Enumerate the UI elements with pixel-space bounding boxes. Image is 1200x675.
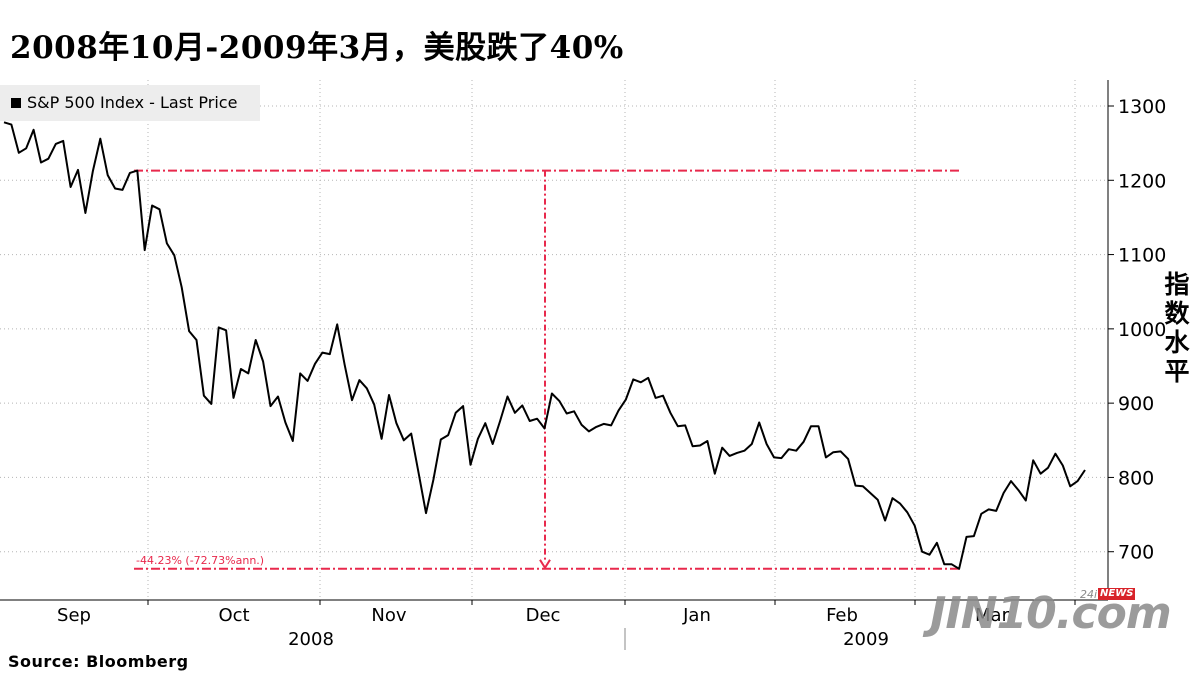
- x-month-label: Nov: [371, 605, 406, 626]
- source-note: Source: Bloomberg: [8, 652, 189, 671]
- legend: S&P 500 Index - Last Price: [0, 85, 260, 121]
- jin10-watermark-logo: JIN10.com 24i NEWS: [930, 588, 1172, 639]
- x-month-label: Oct: [218, 605, 249, 626]
- y-tick-label: 1100: [1118, 245, 1166, 267]
- change-annotation-label: -44.23% (-72.73%ann.): [136, 554, 264, 567]
- y-axis-labels: 700 800 900 1000 1100 1200 1300: [1118, 96, 1166, 564]
- y-axis-title-char: 指: [1164, 270, 1190, 299]
- x-month-label: Mar: [975, 605, 1010, 626]
- watermark-news-badge: NEWS: [1098, 588, 1136, 600]
- y-tick-label: 1000: [1118, 319, 1166, 341]
- series-layer: [3, 121, 1086, 570]
- annotations: -44.23% (-72.73%ann.): [134, 169, 960, 570]
- drop-arrow-head: [539, 559, 551, 570]
- legend-swatch: [11, 98, 21, 108]
- series-line-sp500: [3, 121, 1086, 570]
- y-axis-title-char: 水: [1164, 328, 1190, 357]
- y-tick-label: 700: [1118, 542, 1154, 564]
- y-tick-label: 1200: [1118, 170, 1166, 192]
- y-tick-label: 800: [1118, 467, 1154, 489]
- watermark-24: 24i: [1080, 588, 1098, 601]
- y-tick-label: 900: [1118, 393, 1154, 415]
- chart-title: 2008年10月-2009年3月，美股跌了40%: [10, 30, 624, 66]
- x-month-label: Jan: [682, 605, 711, 626]
- y-tick-label: 1300: [1118, 96, 1166, 118]
- y-axis-title: 指数水平: [1162, 270, 1192, 386]
- y-axis-title-char: 数: [1164, 299, 1190, 328]
- legend-label: S&P 500 Index - Last Price: [27, 93, 238, 112]
- x-month-label: Feb: [826, 605, 858, 626]
- grid-lines: [0, 80, 1108, 600]
- x-year-label: 2008: [288, 629, 334, 650]
- x-axis-labels: Sep Oct Nov Dec Jan Feb Mar 2008 2009: [57, 605, 1010, 650]
- x-month-label: Sep: [57, 605, 91, 626]
- y-axis-title-char: 平: [1164, 357, 1190, 386]
- x-month-label: Dec: [526, 605, 561, 626]
- axes: [0, 80, 1114, 650]
- x-year-label: 2009: [843, 629, 889, 650]
